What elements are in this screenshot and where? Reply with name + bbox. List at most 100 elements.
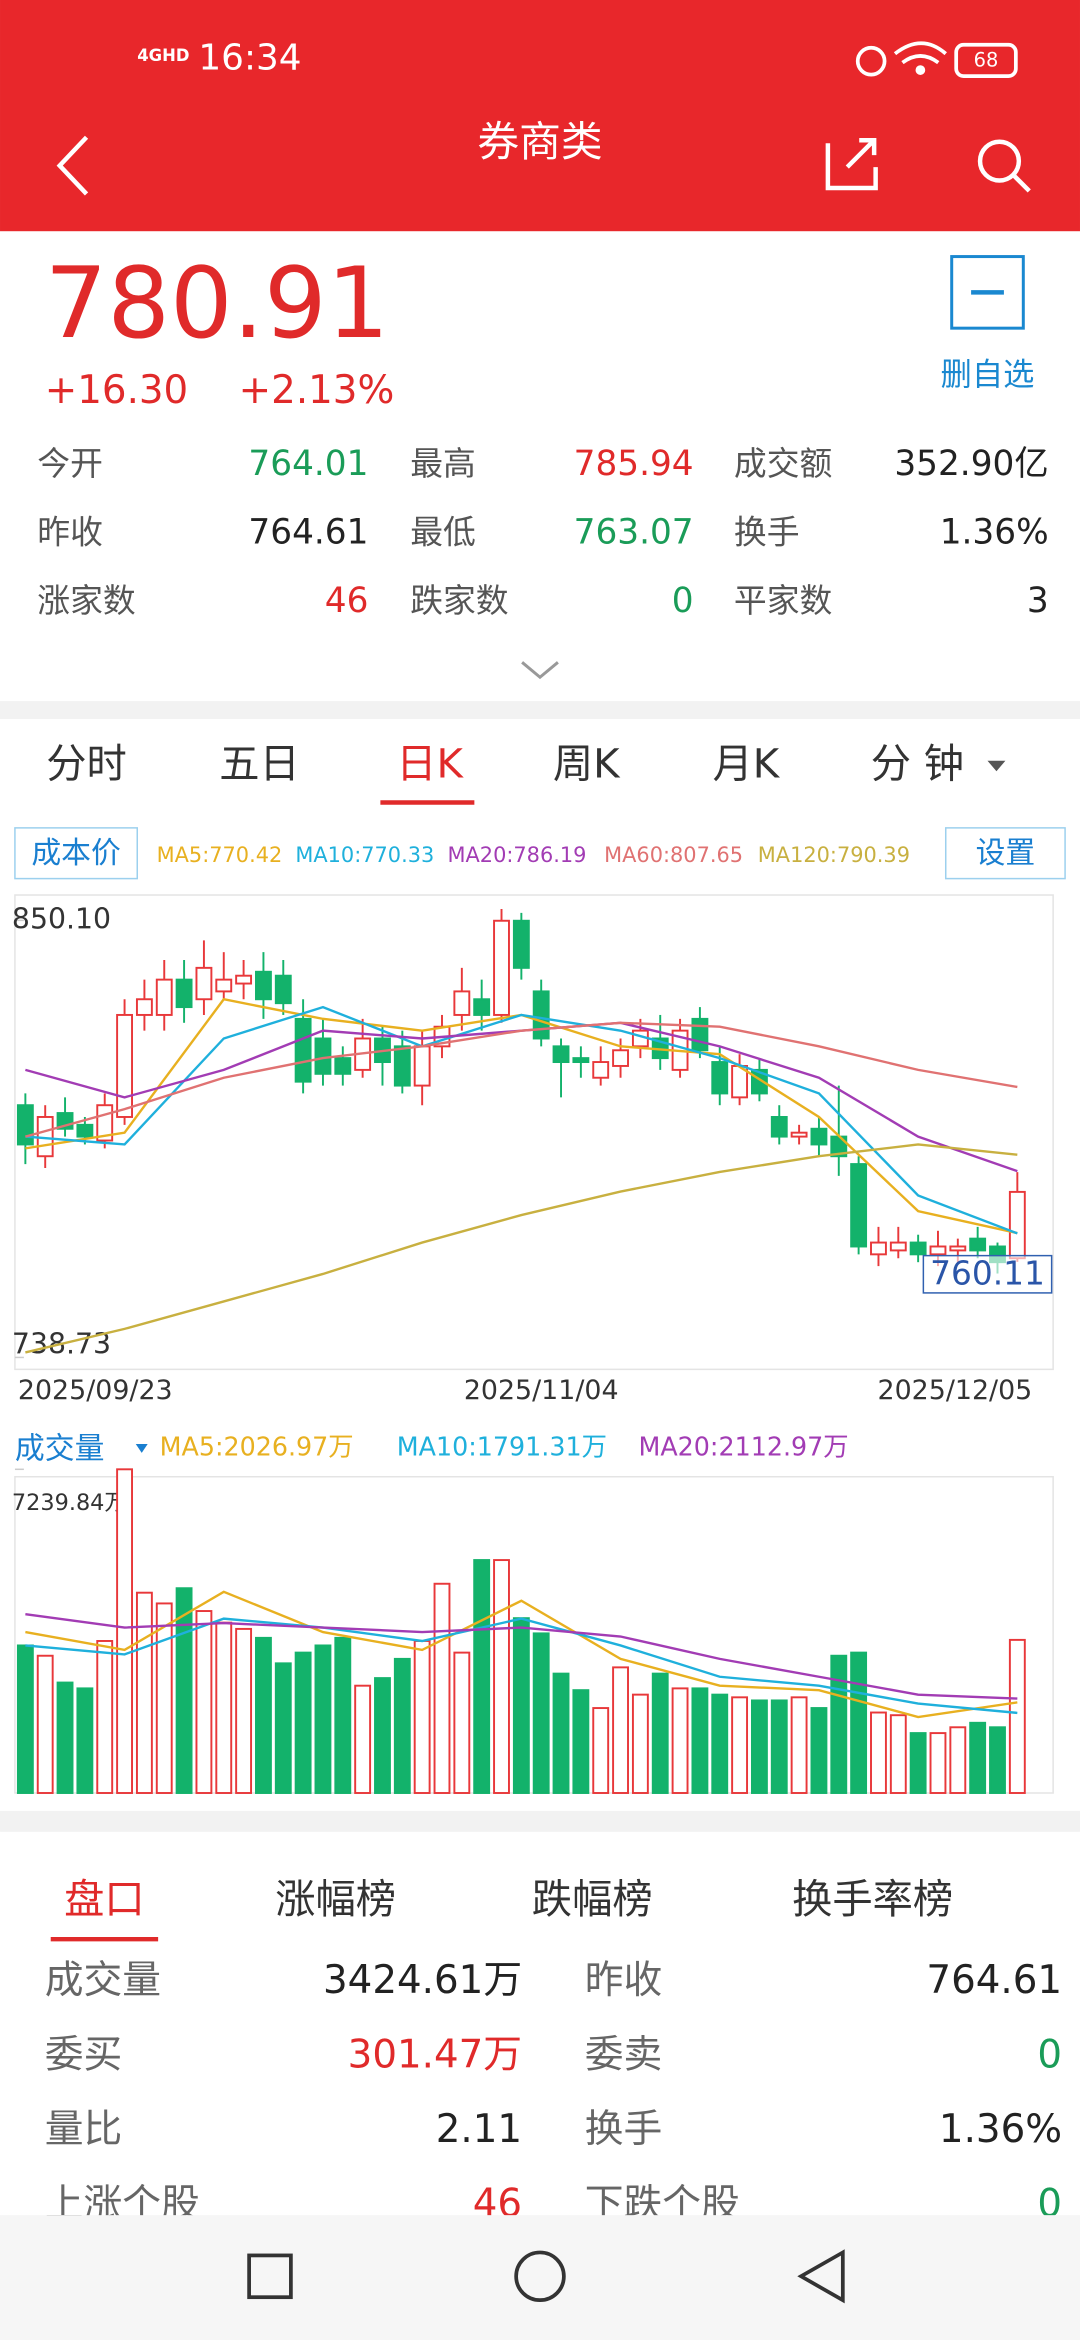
volume-bar: [433, 1582, 451, 1794]
network: 4GHD: [137, 46, 189, 65]
panel-label: 成交量: [45, 1958, 161, 2003]
candle-body: [135, 998, 153, 1016]
candle-body: [294, 1017, 312, 1083]
y-tick-label: 850.10: [12, 902, 111, 935]
candle-body: [790, 1131, 808, 1138]
stat-value: 46: [325, 581, 369, 621]
volume-bar: [850, 1651, 868, 1794]
ma-line: [25, 1590, 1018, 1719]
candle-body: [870, 1241, 887, 1256]
candle-body: [909, 1241, 927, 1256]
ma-line: [25, 997, 1018, 1235]
nav-recent[interactable]: [247, 2253, 293, 2300]
status-icons: [855, 41, 1018, 78]
stat-label: 最高: [410, 445, 476, 483]
volume-bar: [56, 1681, 74, 1794]
candle-body: [473, 998, 491, 1016]
volume-bar: [969, 1721, 987, 1794]
volume-bar: [453, 1651, 471, 1794]
stat-value: 0: [672, 581, 694, 621]
stat-label: 成交额: [734, 445, 832, 483]
stat-label: 最低: [410, 514, 476, 552]
period-tab[interactable]: 周K: [553, 742, 621, 788]
settings-button[interactable]: [944, 827, 1066, 880]
volume-bar: [493, 1559, 510, 1794]
list-tab[interactable]: 涨幅榜: [275, 1877, 396, 1923]
expand-arrow[interactable]: [521, 661, 559, 680]
nav-home[interactable]: [514, 2250, 566, 2303]
share-button[interactable]: [825, 137, 878, 191]
candle-body: [592, 1061, 610, 1079]
volume-bar: [711, 1693, 729, 1794]
time: 16:34: [198, 38, 301, 79]
volume-title: 成交量: [15, 1431, 104, 1466]
volume-bar: [175, 1587, 193, 1794]
volume-bar: [255, 1636, 272, 1794]
candle-body: [612, 1049, 629, 1067]
volume-bar: [96, 1640, 114, 1794]
search-button[interactable]: [977, 139, 1031, 193]
change: +16.30: [45, 368, 188, 413]
panel-label: 量比: [45, 2107, 123, 2152]
period-tab[interactable]: 月K: [713, 742, 781, 788]
volume-bar: [354, 1684, 372, 1794]
volume-bar: [374, 1677, 391, 1794]
period-tab[interactable]: 分时: [46, 742, 127, 788]
period-tab[interactable]: 分 钟: [871, 742, 964, 788]
volume-bar: [195, 1610, 213, 1794]
price: 780.91: [45, 247, 389, 361]
x-tick-label: 2025/12/05: [878, 1375, 1033, 1406]
nav-back[interactable]: [797, 2249, 845, 2304]
back-button[interactable]: [56, 135, 89, 196]
candle-body: [413, 1045, 431, 1087]
panel-value: 1.36%: [939, 2107, 1062, 2152]
ma-line: [25, 1021, 1018, 1138]
ma-line: [25, 1021, 1018, 1173]
stat-label: 今开: [37, 445, 103, 483]
candle-body: [155, 978, 173, 1016]
volume-bar: [989, 1726, 1006, 1794]
stat-label: 平家数: [734, 582, 832, 620]
candle-body: [512, 919, 530, 969]
panel-label: 换手: [585, 2107, 663, 2152]
volume-bar: [274, 1662, 292, 1794]
candle-body: [532, 990, 550, 1040]
candle-body: [453, 990, 471, 1016]
candle-body: [969, 1237, 987, 1252]
volume-bar: [631, 1693, 649, 1794]
list-tab[interactable]: 盘口: [64, 1877, 145, 1923]
candle-body: [255, 970, 272, 1001]
candle-body: [810, 1127, 828, 1146]
panel-value: 764.61: [926, 1958, 1062, 2003]
period-tab[interactable]: 五日: [219, 742, 300, 788]
header-bg: [0, 0, 1080, 232]
list-tab[interactable]: 换手率榜: [792, 1877, 953, 1923]
panel-label: 委卖: [585, 2033, 663, 2078]
change-pct: +2.13%: [239, 368, 395, 413]
period-tab[interactable]: 日K: [396, 742, 464, 788]
legend-entry: MA120:790.39: [758, 843, 910, 867]
candle-body: [770, 1116, 788, 1138]
candle-body: [572, 1057, 590, 1064]
volume-bar: [413, 1640, 431, 1794]
volume-bar: [790, 1696, 808, 1794]
cost-button-label: 成本价: [31, 836, 120, 871]
watch-remove-button[interactable]: [950, 255, 1025, 330]
volume-bar: [155, 1602, 173, 1794]
candle-body: [493, 919, 510, 1016]
candle-body: [314, 1037, 332, 1075]
legend-entry: MA20:786.19: [448, 843, 587, 867]
volume-bar: [36, 1654, 54, 1794]
cost-button[interactable]: [14, 827, 138, 880]
volume-bar: [334, 1636, 352, 1794]
watch-remove-label: 删自选: [941, 357, 1035, 393]
legend-entry: MA60:807.65: [604, 843, 743, 867]
volume-bar: [294, 1651, 312, 1794]
x-tick-label: 2025/09/23: [18, 1375, 173, 1406]
ma-line: [25, 1143, 1018, 1354]
list-tab[interactable]: 跌幅榜: [532, 1877, 653, 1923]
panel-value: 301.47万: [348, 2033, 522, 2078]
stat-value: 1.36%: [940, 513, 1049, 553]
panel-value: 0: [1037, 2033, 1062, 2078]
